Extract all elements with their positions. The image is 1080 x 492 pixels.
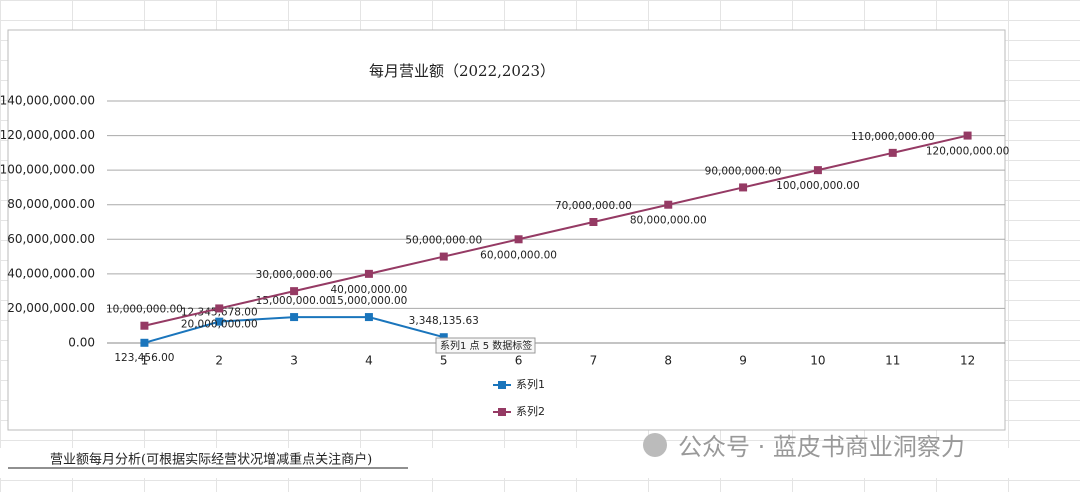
data-label: 20,000,000.00 [181, 318, 258, 330]
y-tick-label: 120,000,000.00 [0, 128, 95, 142]
y-tick-label: 140,000,000.00 [0, 94, 95, 108]
x-tick-label: 2 [215, 354, 223, 368]
data-label: 12,345,678.00 [181, 307, 258, 319]
data-label: 30,000,000.00 [256, 269, 333, 281]
y-tick-label: 20,000,000.00 [7, 301, 95, 315]
point-marker [439, 252, 448, 261]
data-label: 123,456.00 [114, 352, 174, 364]
y-tick-label: 100,000,000.00 [0, 163, 95, 177]
data-label: 80,000,000.00 [630, 215, 707, 227]
x-tick-label: 10 [810, 354, 825, 368]
point-marker [888, 148, 897, 157]
x-tick-label: 1 [141, 354, 149, 368]
chart-area [7, 29, 1006, 431]
tooltip: 系列1 点 5 数据标签 [440, 339, 532, 352]
legend-marker [498, 408, 506, 416]
x-tick-label: 4 [365, 354, 373, 368]
y-tick-label: 40,000,000.00 [7, 266, 95, 280]
legend-label: 系列1 [516, 377, 545, 391]
data-label: 60,000,000.00 [480, 249, 557, 261]
watermark-icon [643, 433, 667, 457]
point-marker [963, 131, 972, 140]
point-marker [739, 183, 748, 192]
data-label: 70,000,000.00 [555, 200, 632, 212]
point-marker [215, 304, 224, 313]
point-marker [664, 200, 673, 209]
x-tick-label: 3 [290, 354, 298, 368]
x-tick-label: 11 [885, 354, 900, 368]
x-tick-label: 12 [960, 354, 975, 368]
point-marker [589, 218, 598, 226]
point-marker [364, 313, 373, 322]
data-label: 120,000,000.00 [926, 146, 1010, 158]
point-marker [813, 166, 822, 175]
y-tick-label: 80,000,000.00 [7, 197, 95, 211]
point-marker [215, 317, 224, 326]
x-tick-label: 8 [664, 354, 672, 368]
point-marker [290, 287, 299, 296]
y-tick-label: 0.00 [68, 336, 95, 350]
legend-label: 系列2 [516, 404, 545, 418]
data-label: 15,000,000.00 [256, 295, 333, 307]
data-label: 100,000,000.00 [776, 180, 860, 192]
point-marker [514, 235, 523, 244]
data-label: 15,000,000.00 [331, 295, 408, 307]
point-marker [140, 321, 149, 330]
data-label: 40,000,000.00 [331, 284, 408, 296]
data-label: 10,000,000.00 [106, 304, 183, 316]
series-line [144, 134, 968, 327]
legend-marker [498, 381, 506, 389]
data-label: 50,000,000.00 [405, 235, 482, 247]
data-label: 3,348,135.63 [409, 315, 479, 327]
watermark: 公众号 · 蓝皮书商业洞察力 [678, 433, 965, 461]
x-tick-label: 7 [590, 354, 598, 368]
point-marker [290, 313, 299, 322]
x-tick-label: 9 [739, 354, 747, 368]
point-marker [140, 338, 149, 347]
point-marker [364, 269, 373, 278]
chart-title: 每月营业额（2022,2023） [369, 62, 555, 80]
caption-bg [0, 448, 1080, 478]
y-tick-label: 60,000,000.00 [7, 232, 95, 246]
data-label: 110,000,000.00 [851, 131, 935, 143]
x-tick-label: 5 [440, 354, 448, 368]
tooltip-box [435, 337, 536, 354]
data-label: 90,000,000.00 [705, 165, 782, 177]
point-marker [439, 333, 448, 342]
sheet-caption: 营业额每月分析(可根据实际经营状况增减重点关注商户) [50, 452, 372, 468]
x-tick-label: 6 [515, 354, 523, 368]
